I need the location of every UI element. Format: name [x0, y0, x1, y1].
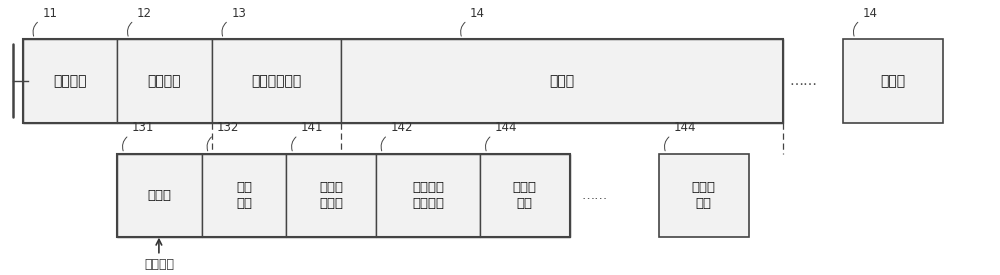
Text: 元素标识: 元素标识	[53, 74, 87, 88]
Text: 长度标识: 长度标识	[148, 74, 181, 88]
Bar	[843, 39, 943, 123]
Bar	[480, 154, 570, 237]
Text: 位图控制字段: 位图控制字段	[251, 74, 301, 88]
Text: 131: 131	[132, 122, 154, 134]
Text: 子位图: 子位图	[550, 74, 575, 88]
Text: 11: 11	[43, 7, 58, 20]
Text: ……: ……	[581, 189, 608, 202]
Text: 分块子
位图: 分块子 位图	[692, 181, 716, 210]
Bar	[23, 39, 783, 123]
Text: 141: 141	[301, 122, 324, 134]
Bar	[212, 39, 341, 123]
Text: 14: 14	[470, 7, 485, 20]
Text: 14: 14	[863, 7, 878, 20]
Text: 144: 144	[495, 122, 518, 134]
Bar	[376, 154, 480, 237]
Text: ……: ……	[789, 74, 817, 88]
Bar	[202, 154, 286, 237]
Text: 比特位: 比特位	[147, 189, 171, 202]
Bar	[659, 154, 749, 237]
Text: 12: 12	[137, 7, 152, 20]
Text: 位图
索引: 位图 索引	[236, 181, 252, 210]
Text: 分块位
图索引: 分块位 图索引	[319, 181, 343, 210]
Text: 分块位图
控制字段: 分块位图 控制字段	[412, 181, 444, 210]
Bar	[341, 39, 783, 123]
Bar	[117, 154, 202, 237]
Text: 142: 142	[391, 122, 413, 134]
Text: 144: 144	[674, 122, 697, 134]
Text: 132: 132	[217, 122, 239, 134]
Text: 分块子
位图: 分块子 位图	[513, 181, 537, 210]
Bar	[117, 39, 212, 123]
Text: 第一符号: 第一符号	[144, 258, 174, 271]
Text: 13: 13	[232, 7, 246, 20]
Bar	[23, 39, 117, 123]
Bar	[286, 154, 376, 237]
Text: 子位图: 子位图	[880, 74, 905, 88]
Bar	[117, 154, 570, 237]
